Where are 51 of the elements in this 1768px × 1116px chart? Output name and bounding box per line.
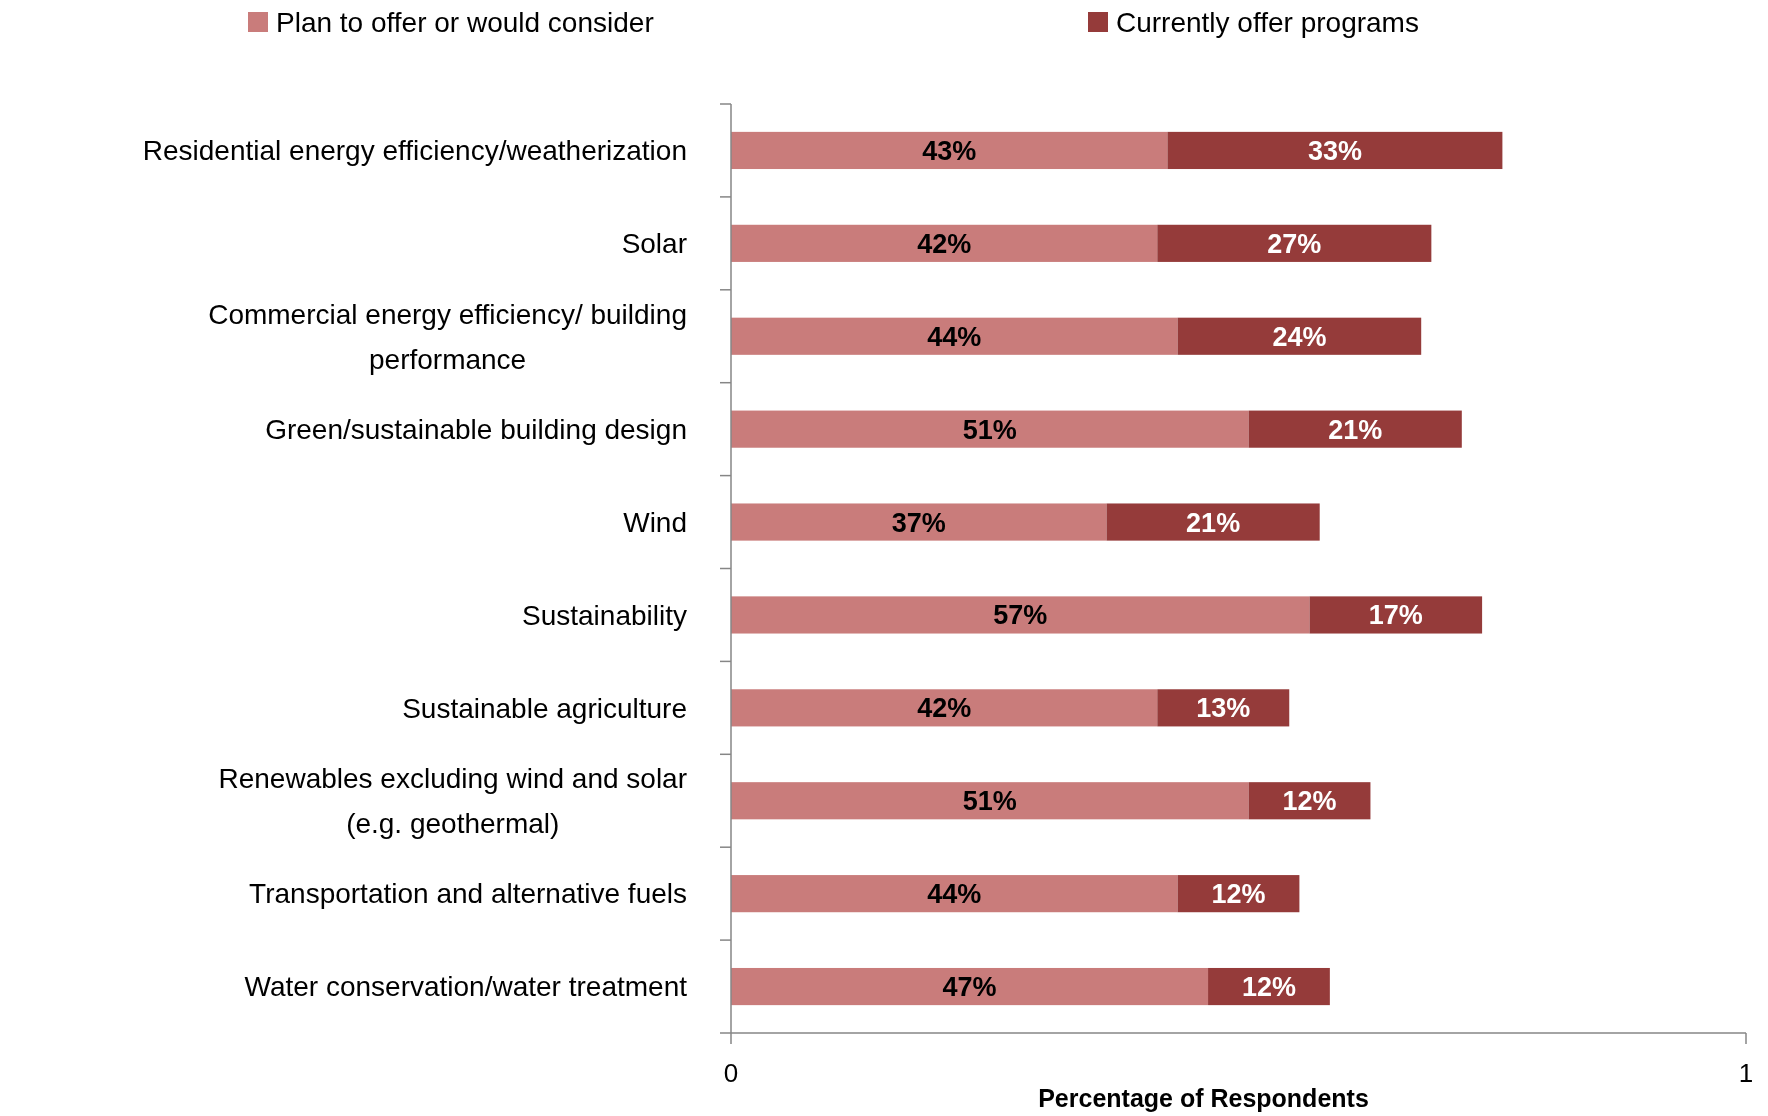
data-label: 44% [927, 879, 982, 910]
data-label: 17% [1368, 600, 1423, 631]
data-label: 51% [962, 414, 1017, 445]
bar [731, 503, 1107, 541]
bar [731, 689, 1158, 727]
bar [731, 782, 1249, 820]
legend-label: Currently offer programs [1116, 6, 1419, 38]
legend-label: Plan to offer or would consider [276, 6, 654, 38]
bar [731, 875, 1178, 913]
data-label: 12% [1211, 879, 1266, 910]
data-label: 27% [1267, 228, 1322, 259]
data-label: 43% [922, 135, 977, 166]
y-tick-label: Wind [623, 506, 687, 538]
bar [731, 967, 1209, 1006]
data-label: 21% [1328, 414, 1383, 445]
y-tick-label: Solar [621, 228, 687, 260]
y-tick-label: Sustainability [522, 599, 687, 631]
bar [1106, 503, 1320, 541]
y-tick-label: Water conservation/water treatment [244, 971, 688, 1003]
bar [731, 131, 1168, 170]
data-label: 12% [1282, 786, 1337, 817]
bar [731, 224, 1158, 262]
data-label: 51% [962, 786, 1017, 817]
data-label: 47% [942, 972, 997, 1002]
data-label: 13% [1196, 693, 1251, 724]
y-tick-label: Transportation and alternative fuels [249, 878, 687, 910]
y-tick-label: Commercial energy efficiency/ building performance [208, 298, 687, 375]
bar [731, 410, 1249, 448]
bar [1248, 410, 1462, 448]
x-axis-title: Percentage of Respondents [1038, 1084, 1369, 1112]
data-label: 42% [917, 693, 972, 724]
data-label: 57% [993, 600, 1048, 631]
y-tick-label: Residential energy efficiency/weatherization [142, 135, 687, 167]
x-tick-label: 0 [723, 1058, 739, 1089]
y-tick-label: Renewables excluding wind and solar (e.g. geothermal) [218, 763, 687, 840]
data-label: 37% [891, 507, 946, 538]
data-label: 42% [917, 228, 972, 259]
y-tick-label: Green/sustainable building design [265, 413, 687, 445]
data-label: 12% [1241, 972, 1296, 1002]
data-label: 24% [1272, 321, 1327, 352]
bar [731, 317, 1178, 355]
y-tick-label: Sustainable agriculture [402, 692, 687, 724]
data-label: 21% [1186, 507, 1241, 538]
bar [1309, 596, 1483, 634]
bar [731, 596, 1310, 634]
bar [1177, 317, 1422, 355]
x-tick-label: 1 [1738, 1058, 1754, 1089]
bar [1157, 224, 1432, 262]
bar [1167, 131, 1503, 170]
data-label: 44% [927, 321, 982, 352]
data-label: 33% [1307, 135, 1362, 166]
